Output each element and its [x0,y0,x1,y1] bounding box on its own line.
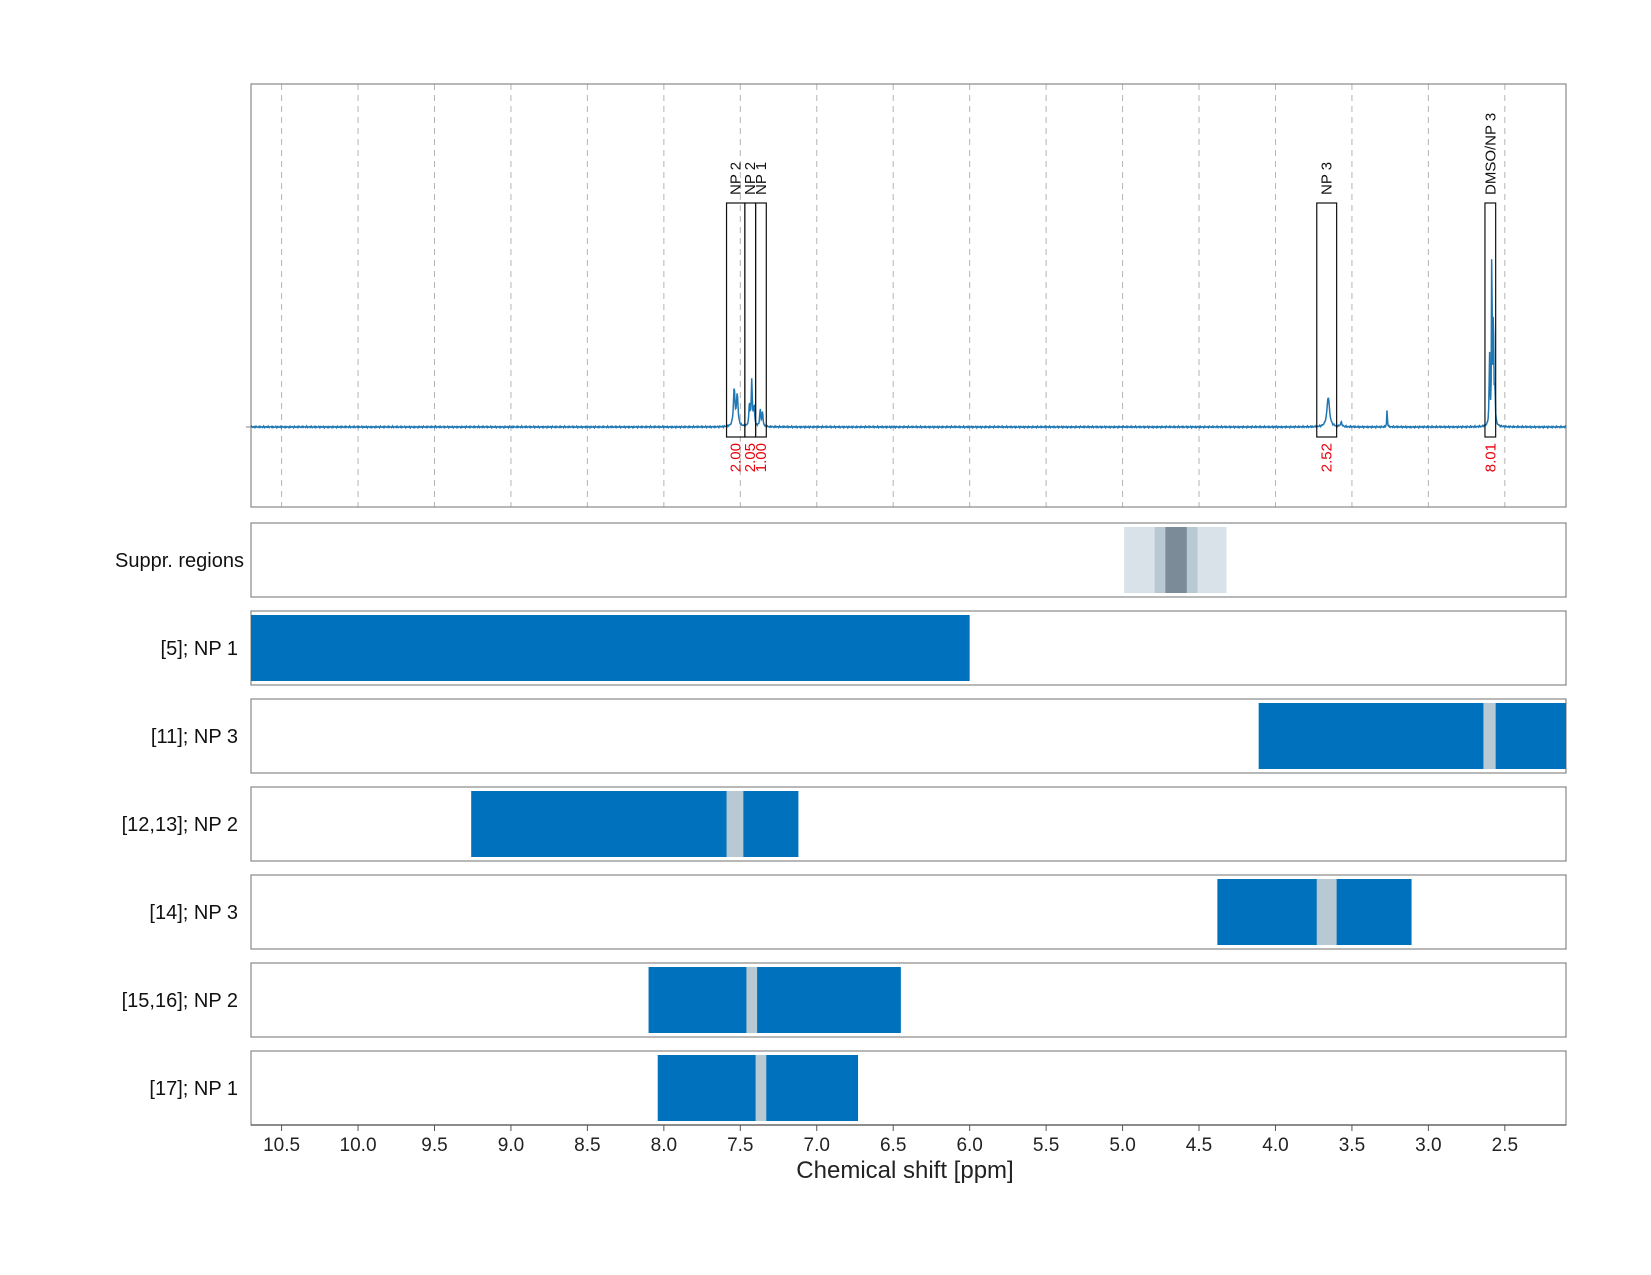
range-row-0: [5]; NP 1 [161,610,1567,686]
integration-label-1: 2.05 [742,443,759,472]
x-axis: 10.5 10.0 9.5 9.0 8.5 8.0 7.5 7.0 6.5 6.0 5.5 5.0 4.… [251,1124,1566,1156]
x-tick-label-8: 6.5 [880,1135,906,1156]
row-label-1: [11]; NP 3 [151,726,238,748]
peak-label-1: NP 2 [742,162,759,195]
integration-label-3: 2.52 [1319,443,1336,472]
integration-label-0: 2.00 [728,443,745,472]
grid-lines [281,84,1506,507]
peak-label-4: DMSO/NP 3 [1482,113,1499,195]
range-bar-2 [471,791,799,857]
range-gap-1-0 [1483,703,1496,769]
x-tick-label-10: 5.5 [1033,1135,1059,1156]
suppr-frame [250,522,1567,598]
row-frame-3 [250,874,1567,950]
range-bar-3 [1217,879,1412,945]
peak-label-3: NP 3 [1319,162,1336,195]
peak-box-1 [744,202,757,438]
row-label-2: [12,13]; NP 2 [122,814,238,836]
x-tick-label-15: 3.0 [1415,1135,1441,1156]
row-label-4: [15,16]; NP 2 [122,990,238,1012]
spectrum-line [250,259,1567,430]
suppr-band-2 [1165,527,1187,593]
x-tick-label-12: 4.5 [1186,1135,1212,1156]
x-tick-label-9: 6.0 [956,1135,982,1156]
integration-label-4: 8.01 [1482,443,1499,472]
range-bar-0 [251,615,970,681]
range-gap-3-0 [1316,879,1337,945]
x-tick-label-4: 8.5 [574,1135,600,1156]
x-tick-label-7: 7.0 [804,1135,830,1156]
row-frame-5 [250,1050,1567,1126]
x-tick-label-1: 10.0 [340,1135,377,1156]
range-row-5: [17]; NP 1 [149,1050,1567,1126]
row-frame-4 [250,962,1567,1038]
range-row-1: [11]; NP 3 [151,698,1567,774]
integration-label-2: 1.00 [753,443,770,472]
spectrum-frame [250,83,1567,508]
row-label-3: [14]; NP 3 [149,902,238,924]
x-tick-label-14: 3.5 [1339,1135,1365,1156]
x-axis-title: Chemical shift [ppm] [796,1157,1013,1184]
suppr-label: Suppr. regions [115,550,244,572]
suppressed-regions-panel: Suppr. regions [115,522,1567,598]
x-tick-label-11: 5.0 [1109,1135,1135,1156]
spectrum-panel: NP 2 2.00 NP 2 2.05 NP 1 1.00 NP 3 2.52 DMSO/NP … [246,83,1567,508]
x-tick-label-0: 10.5 [263,1135,300,1156]
row-frame-2 [250,786,1567,862]
x-tick-label-3: 9.0 [498,1135,524,1156]
range-row-2: [12,13]; NP 2 [122,786,1567,862]
x-tick-label-13: 4.0 [1262,1135,1288,1156]
x-tick-label-5: 8.0 [651,1135,677,1156]
peak-label-0: NP 2 [728,162,745,195]
range-row-3: [14]; NP 3 [149,874,1567,950]
range-gap-2-0 [726,791,744,857]
row-label-5: [17]; NP 1 [149,1078,238,1100]
peak-box-3 [1316,202,1338,438]
x-tick-label-6: 7.5 [727,1135,753,1156]
x-tick-label-16: 2.5 [1492,1135,1518,1156]
peak-label-2: NP 1 [753,162,770,195]
range-rows: [5]; NP 1 [11]; NP 3 [12,13]; NP 2 [14]; NP… [122,610,1567,1126]
range-bar-1 [1258,703,1566,769]
range-row-4: [15,16]; NP 2 [122,962,1567,1038]
peak-box-4 [1484,202,1497,438]
row-label-0: [5]; NP 1 [161,638,238,660]
range-gap-4-0 [746,967,758,1033]
range-gap-5-0 [755,1055,767,1121]
range-bar-4 [648,967,901,1033]
peak-box-2 [754,202,767,438]
x-tick-label-2: 9.5 [421,1135,447,1156]
